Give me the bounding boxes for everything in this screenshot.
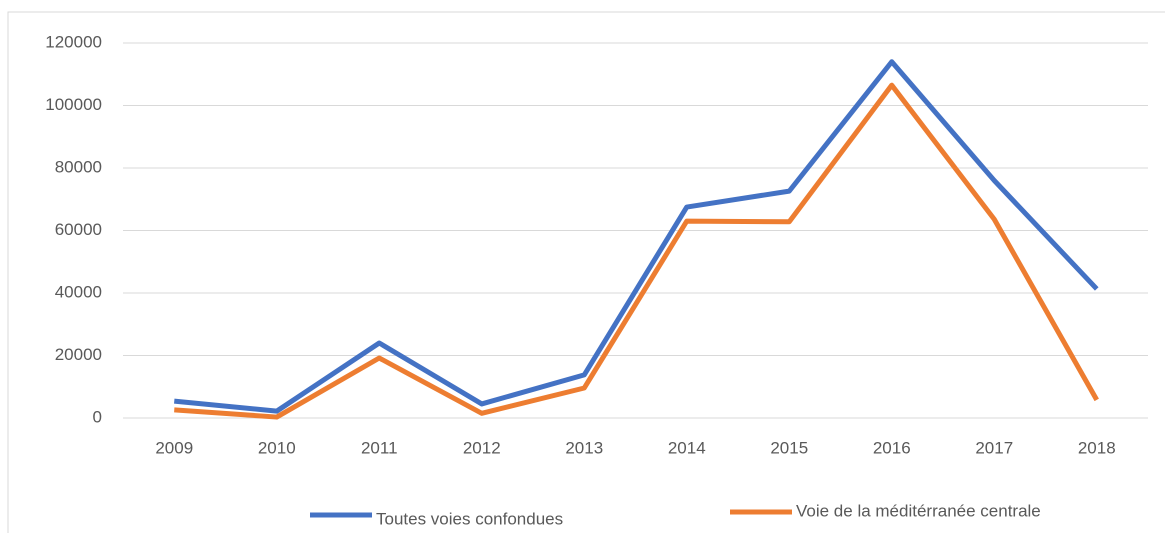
x-tick-label: 2016 xyxy=(873,438,911,457)
x-tick-label: 2009 xyxy=(155,438,193,457)
x-tick-label: 2015 xyxy=(770,438,808,457)
x-tick-label: 2017 xyxy=(975,438,1013,457)
legend-label: Voie de la méditérranée centrale xyxy=(796,501,1041,520)
y-tick-label: 40000 xyxy=(55,282,102,301)
x-tick-label: 2010 xyxy=(258,438,296,457)
x-tick-label: 2018 xyxy=(1078,438,1116,457)
series-line xyxy=(174,82,1099,420)
y-tick-label: 60000 xyxy=(55,220,102,239)
y-tick-label: 0 xyxy=(93,407,102,426)
x-tick-label: 2013 xyxy=(565,438,603,457)
y-tick-label: 80000 xyxy=(55,157,102,176)
x-tick-label: 2011 xyxy=(361,438,398,457)
y-tick-label: 20000 xyxy=(55,345,102,364)
x-tick-label: 2014 xyxy=(668,438,706,457)
y-tick-label: 120000 xyxy=(45,32,102,51)
x-tick-label: 2012 xyxy=(463,438,501,457)
legend-label: Toutes voies confondues xyxy=(376,509,563,528)
chart-frame xyxy=(7,11,1165,533)
series-line xyxy=(174,59,1099,414)
y-tick-label: 100000 xyxy=(45,95,102,114)
